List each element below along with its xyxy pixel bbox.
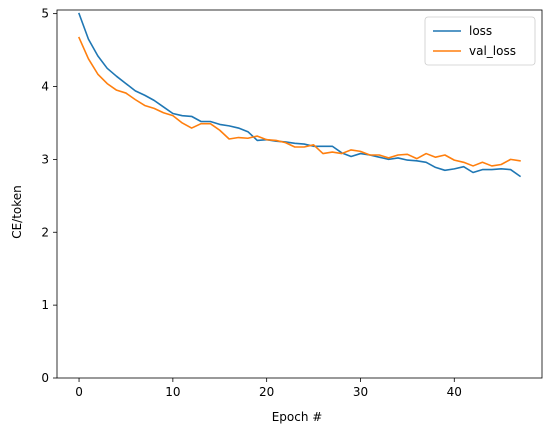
y-tick-label: 3 xyxy=(41,152,49,166)
series-line-loss xyxy=(78,12,522,178)
legend-label-val-loss: val_loss xyxy=(469,44,516,58)
plot-area xyxy=(56,9,543,379)
series-layer xyxy=(77,12,522,178)
legend-label-loss: loss xyxy=(469,24,492,38)
legend-box xyxy=(424,16,536,66)
y-tick-label: 4 xyxy=(41,80,49,94)
legend: loss val_loss xyxy=(424,16,536,66)
x-tick-label: 20 xyxy=(259,385,274,399)
x-tick-label: 40 xyxy=(447,385,462,399)
y-axis-label: CE/token xyxy=(10,185,24,239)
x-tick-label: 10 xyxy=(165,385,180,399)
y-axis: 0 1 2 3 4 5 xyxy=(41,7,57,385)
plot-frame xyxy=(56,9,543,379)
x-axis-label: Epoch # xyxy=(272,410,323,424)
y-tick-label: 0 xyxy=(41,371,49,385)
x-tick-label: 0 xyxy=(75,385,83,399)
x-tick-label: 30 xyxy=(353,385,368,399)
y-tick-label: 1 xyxy=(41,298,49,312)
series-line-val-loss xyxy=(77,36,521,167)
x-axis: 0 10 20 30 40 xyxy=(75,378,462,399)
y-tick-label: 2 xyxy=(41,225,49,239)
y-tick-label: 5 xyxy=(41,7,49,21)
